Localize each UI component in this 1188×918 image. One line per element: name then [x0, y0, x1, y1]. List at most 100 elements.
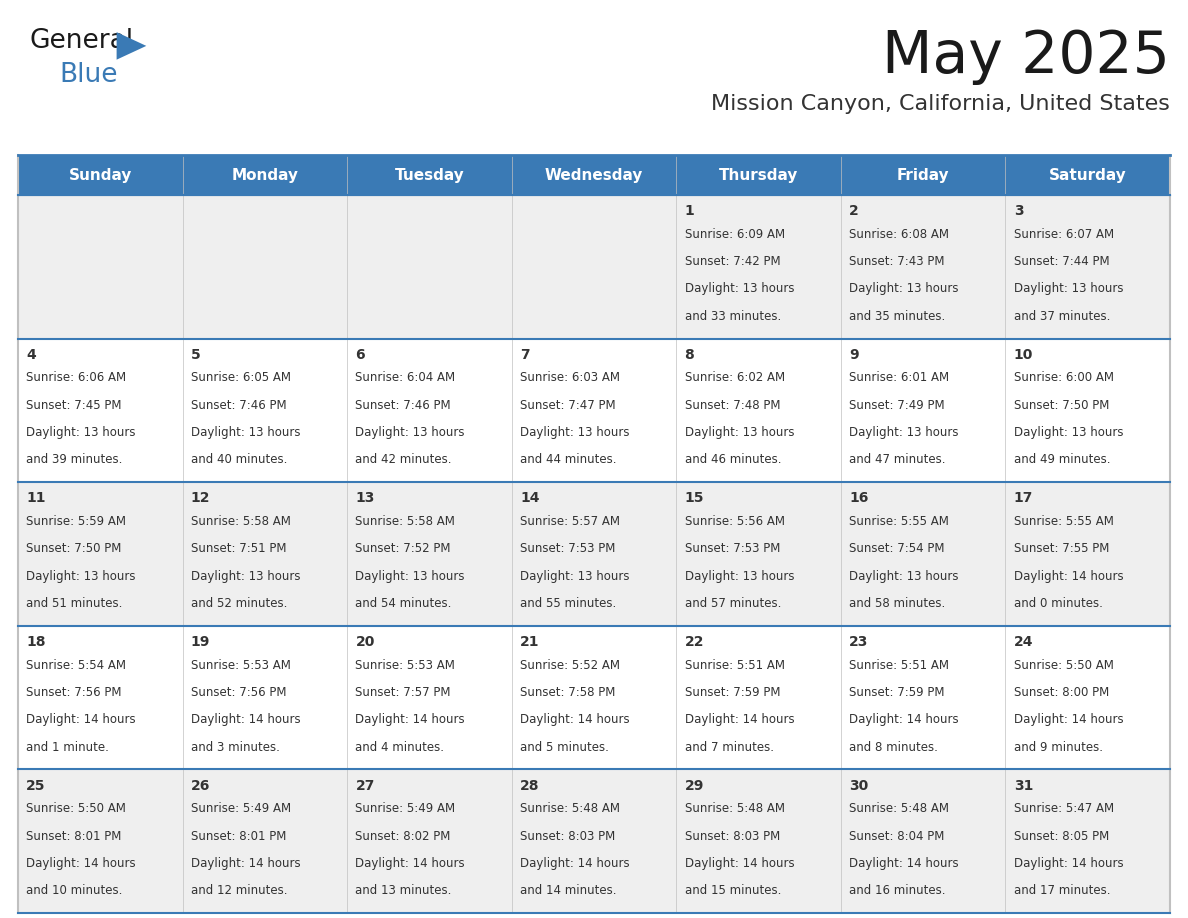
- Bar: [347, 195, 512, 339]
- Text: Sunday: Sunday: [69, 167, 132, 183]
- Bar: [512, 195, 676, 339]
- Text: Sunrise: 5:51 AM: Sunrise: 5:51 AM: [684, 659, 784, 672]
- Text: Thursday: Thursday: [719, 167, 798, 183]
- Bar: [347, 626, 512, 769]
- Text: and 57 minutes.: and 57 minutes.: [684, 597, 781, 610]
- Bar: [183, 769, 347, 913]
- Text: Sunrise: 5:55 AM: Sunrise: 5:55 AM: [1013, 515, 1113, 528]
- Text: Daylight: 14 hours: Daylight: 14 hours: [684, 713, 795, 726]
- Text: 20: 20: [355, 635, 375, 649]
- Text: Sunrise: 5:53 AM: Sunrise: 5:53 AM: [191, 659, 291, 672]
- Text: Daylight: 13 hours: Daylight: 13 hours: [684, 426, 794, 439]
- Text: Daylight: 13 hours: Daylight: 13 hours: [26, 570, 135, 583]
- Text: and 47 minutes.: and 47 minutes.: [849, 453, 946, 466]
- Bar: [18, 626, 183, 769]
- Bar: [676, 626, 841, 769]
- Text: Sunset: 7:58 PM: Sunset: 7:58 PM: [520, 686, 615, 699]
- Text: Sunset: 8:04 PM: Sunset: 8:04 PM: [849, 830, 944, 843]
- Text: Daylight: 13 hours: Daylight: 13 hours: [1013, 426, 1123, 439]
- Text: and 15 minutes.: and 15 minutes.: [684, 884, 781, 897]
- Text: 13: 13: [355, 491, 375, 506]
- Text: 25: 25: [26, 778, 46, 792]
- Bar: [183, 626, 347, 769]
- Text: Daylight: 13 hours: Daylight: 13 hours: [520, 426, 630, 439]
- Text: 21: 21: [520, 635, 539, 649]
- Text: May 2025: May 2025: [883, 28, 1170, 84]
- Text: Sunset: 8:03 PM: Sunset: 8:03 PM: [520, 830, 615, 843]
- Text: Sunset: 8:01 PM: Sunset: 8:01 PM: [26, 830, 121, 843]
- Text: and 44 minutes.: and 44 minutes.: [520, 453, 617, 466]
- Bar: [512, 482, 676, 626]
- Text: 31: 31: [1013, 778, 1034, 792]
- Text: Daylight: 13 hours: Daylight: 13 hours: [684, 570, 794, 583]
- Text: Friday: Friday: [897, 167, 949, 183]
- Text: Sunset: 7:47 PM: Sunset: 7:47 PM: [520, 398, 615, 412]
- Bar: [1005, 769, 1170, 913]
- Text: and 46 minutes.: and 46 minutes.: [684, 453, 781, 466]
- Text: Sunset: 7:55 PM: Sunset: 7:55 PM: [1013, 543, 1110, 555]
- Bar: [512, 769, 676, 913]
- Text: Daylight: 13 hours: Daylight: 13 hours: [520, 570, 630, 583]
- Text: Sunset: 7:50 PM: Sunset: 7:50 PM: [26, 543, 121, 555]
- Text: Sunset: 7:54 PM: Sunset: 7:54 PM: [849, 543, 944, 555]
- Text: Daylight: 13 hours: Daylight: 13 hours: [849, 426, 959, 439]
- Text: Daylight: 14 hours: Daylight: 14 hours: [849, 856, 959, 870]
- Text: Sunset: 7:59 PM: Sunset: 7:59 PM: [849, 686, 944, 699]
- Text: and 1 minute.: and 1 minute.: [26, 741, 109, 754]
- Text: Daylight: 14 hours: Daylight: 14 hours: [191, 713, 301, 726]
- Text: and 42 minutes.: and 42 minutes.: [355, 453, 451, 466]
- Text: Daylight: 14 hours: Daylight: 14 hours: [1013, 570, 1124, 583]
- Text: Daylight: 14 hours: Daylight: 14 hours: [1013, 713, 1124, 726]
- Text: Sunrise: 5:51 AM: Sunrise: 5:51 AM: [849, 659, 949, 672]
- Text: and 12 minutes.: and 12 minutes.: [191, 884, 287, 897]
- Text: Daylight: 14 hours: Daylight: 14 hours: [1013, 856, 1124, 870]
- Text: and 51 minutes.: and 51 minutes.: [26, 597, 122, 610]
- Text: Daylight: 13 hours: Daylight: 13 hours: [191, 426, 301, 439]
- Text: Daylight: 13 hours: Daylight: 13 hours: [355, 426, 465, 439]
- Bar: [841, 195, 1005, 339]
- Bar: [841, 155, 1005, 195]
- Text: 29: 29: [684, 778, 704, 792]
- Bar: [512, 155, 676, 195]
- Text: Sunset: 7:51 PM: Sunset: 7:51 PM: [191, 543, 286, 555]
- Text: and 37 minutes.: and 37 minutes.: [1013, 309, 1110, 323]
- Bar: [18, 769, 183, 913]
- Text: 5: 5: [191, 348, 201, 362]
- Bar: [183, 195, 347, 339]
- Text: Sunset: 8:02 PM: Sunset: 8:02 PM: [355, 830, 450, 843]
- Text: Daylight: 14 hours: Daylight: 14 hours: [355, 856, 465, 870]
- Bar: [347, 339, 512, 482]
- Text: Daylight: 14 hours: Daylight: 14 hours: [355, 713, 465, 726]
- Text: and 9 minutes.: and 9 minutes.: [1013, 741, 1102, 754]
- Bar: [18, 339, 183, 482]
- Text: and 54 minutes.: and 54 minutes.: [355, 597, 451, 610]
- Text: Sunset: 7:48 PM: Sunset: 7:48 PM: [684, 398, 781, 412]
- Bar: [1005, 155, 1170, 195]
- Text: Sunrise: 5:52 AM: Sunrise: 5:52 AM: [520, 659, 620, 672]
- Bar: [18, 482, 183, 626]
- Text: Saturday: Saturday: [1049, 167, 1126, 183]
- Text: Sunset: 7:52 PM: Sunset: 7:52 PM: [355, 543, 451, 555]
- Text: 11: 11: [26, 491, 46, 506]
- Text: Sunset: 7:44 PM: Sunset: 7:44 PM: [1013, 255, 1110, 268]
- Text: Daylight: 13 hours: Daylight: 13 hours: [1013, 283, 1123, 296]
- Polygon shape: [116, 32, 146, 60]
- Bar: [1005, 482, 1170, 626]
- Bar: [18, 155, 183, 195]
- Text: Sunrise: 6:09 AM: Sunrise: 6:09 AM: [684, 228, 785, 241]
- Text: Sunrise: 5:58 AM: Sunrise: 5:58 AM: [355, 515, 455, 528]
- Text: Sunset: 7:56 PM: Sunset: 7:56 PM: [26, 686, 122, 699]
- Text: 1: 1: [684, 204, 694, 218]
- Text: Daylight: 14 hours: Daylight: 14 hours: [520, 856, 630, 870]
- Text: Daylight: 14 hours: Daylight: 14 hours: [684, 856, 795, 870]
- Text: 8: 8: [684, 348, 694, 362]
- Text: 6: 6: [355, 348, 365, 362]
- Text: and 7 minutes.: and 7 minutes.: [684, 741, 773, 754]
- Text: Daylight: 14 hours: Daylight: 14 hours: [191, 856, 301, 870]
- Text: Sunrise: 5:48 AM: Sunrise: 5:48 AM: [849, 802, 949, 815]
- Text: Sunset: 7:59 PM: Sunset: 7:59 PM: [684, 686, 781, 699]
- Text: Sunset: 8:00 PM: Sunset: 8:00 PM: [1013, 686, 1108, 699]
- Text: Mission Canyon, California, United States: Mission Canyon, California, United State…: [712, 94, 1170, 114]
- Text: Daylight: 14 hours: Daylight: 14 hours: [26, 856, 135, 870]
- Bar: [676, 339, 841, 482]
